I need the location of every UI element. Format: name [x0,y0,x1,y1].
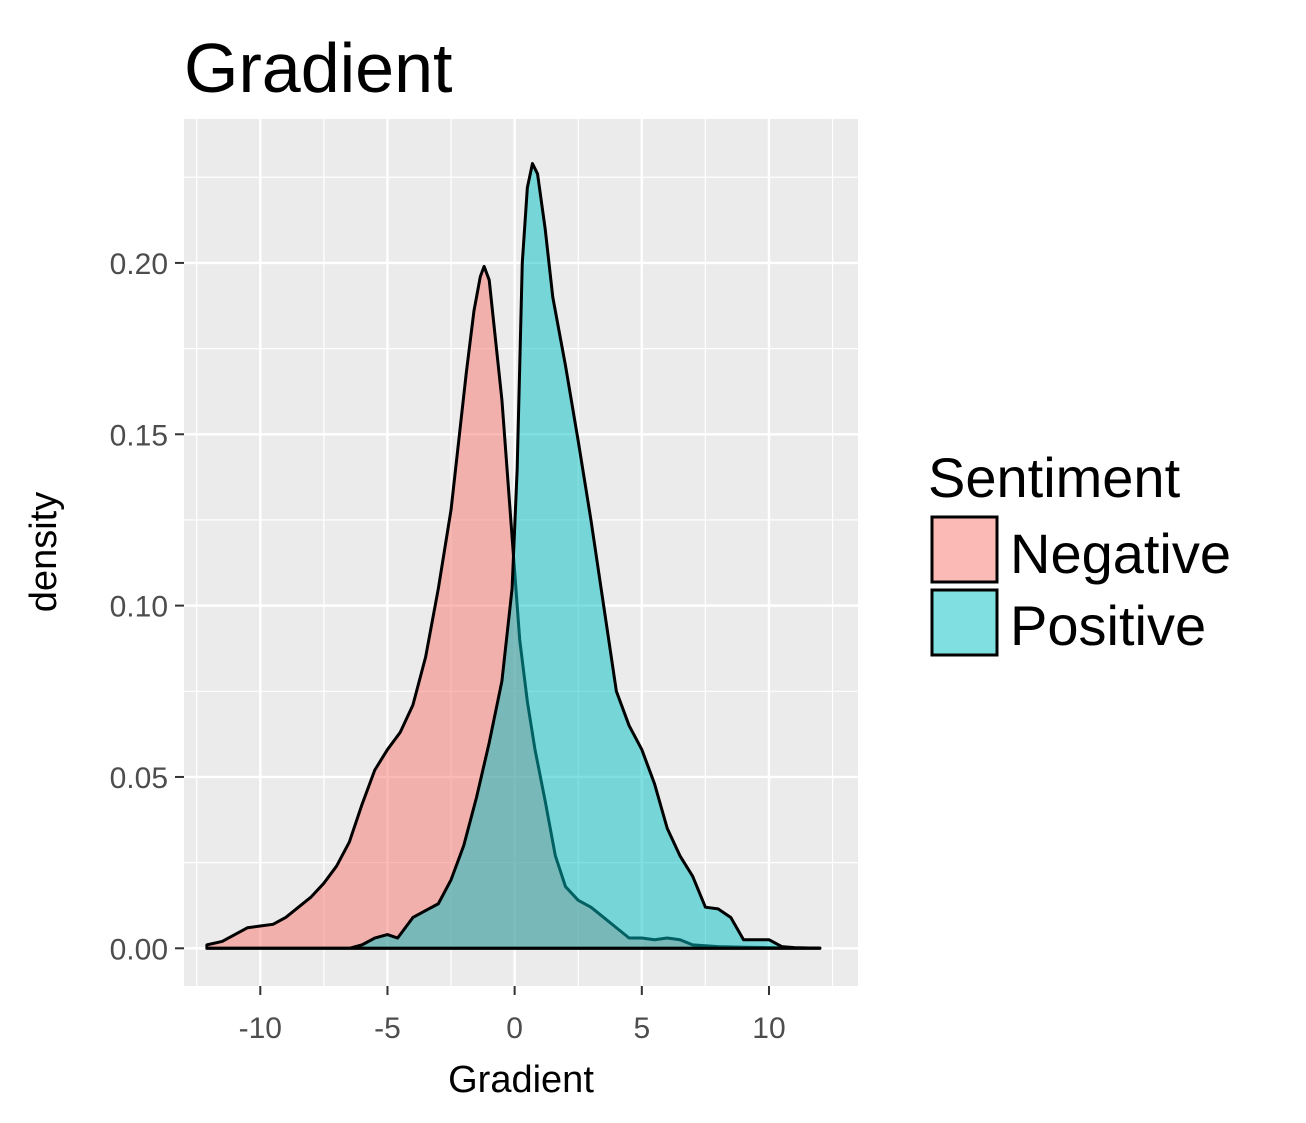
density-areas [205,162,822,950]
x-tick-label-0: -10 [239,1012,282,1045]
y-tick-label-1: 0.05 [110,762,168,795]
legend-swatch-positive [930,588,999,657]
chart-title: Gradient [184,29,452,107]
y-axis-label: density [23,492,65,612]
y-tick-label-3: 0.15 [110,419,168,452]
density-area-positive [205,162,822,950]
legend-label-positive: Positive [1010,594,1206,657]
y-tick-label-4: 0.20 [110,248,168,281]
x-tick-label-3: 5 [633,1012,650,1045]
x-tick-label-2: 0 [506,1012,523,1045]
legend-label-negative: Negative [1010,522,1231,585]
legend: Sentiment Negative Positive [928,446,1231,657]
x-axis-label: Gradient [448,1059,594,1101]
x-tick-label-1: -5 [374,1012,401,1045]
legend-swatch-negative [930,515,999,584]
legend-title: Sentiment [928,446,1181,509]
y-axis: 0.00 0.05 0.10 0.15 0.20 [110,248,184,966]
y-tick-label-2: 0.10 [110,591,168,624]
x-tick-label-4: 10 [752,1012,785,1045]
x-axis: -10 -5 0 5 10 [239,986,786,1045]
y-tick-label-0: 0.00 [110,933,168,966]
